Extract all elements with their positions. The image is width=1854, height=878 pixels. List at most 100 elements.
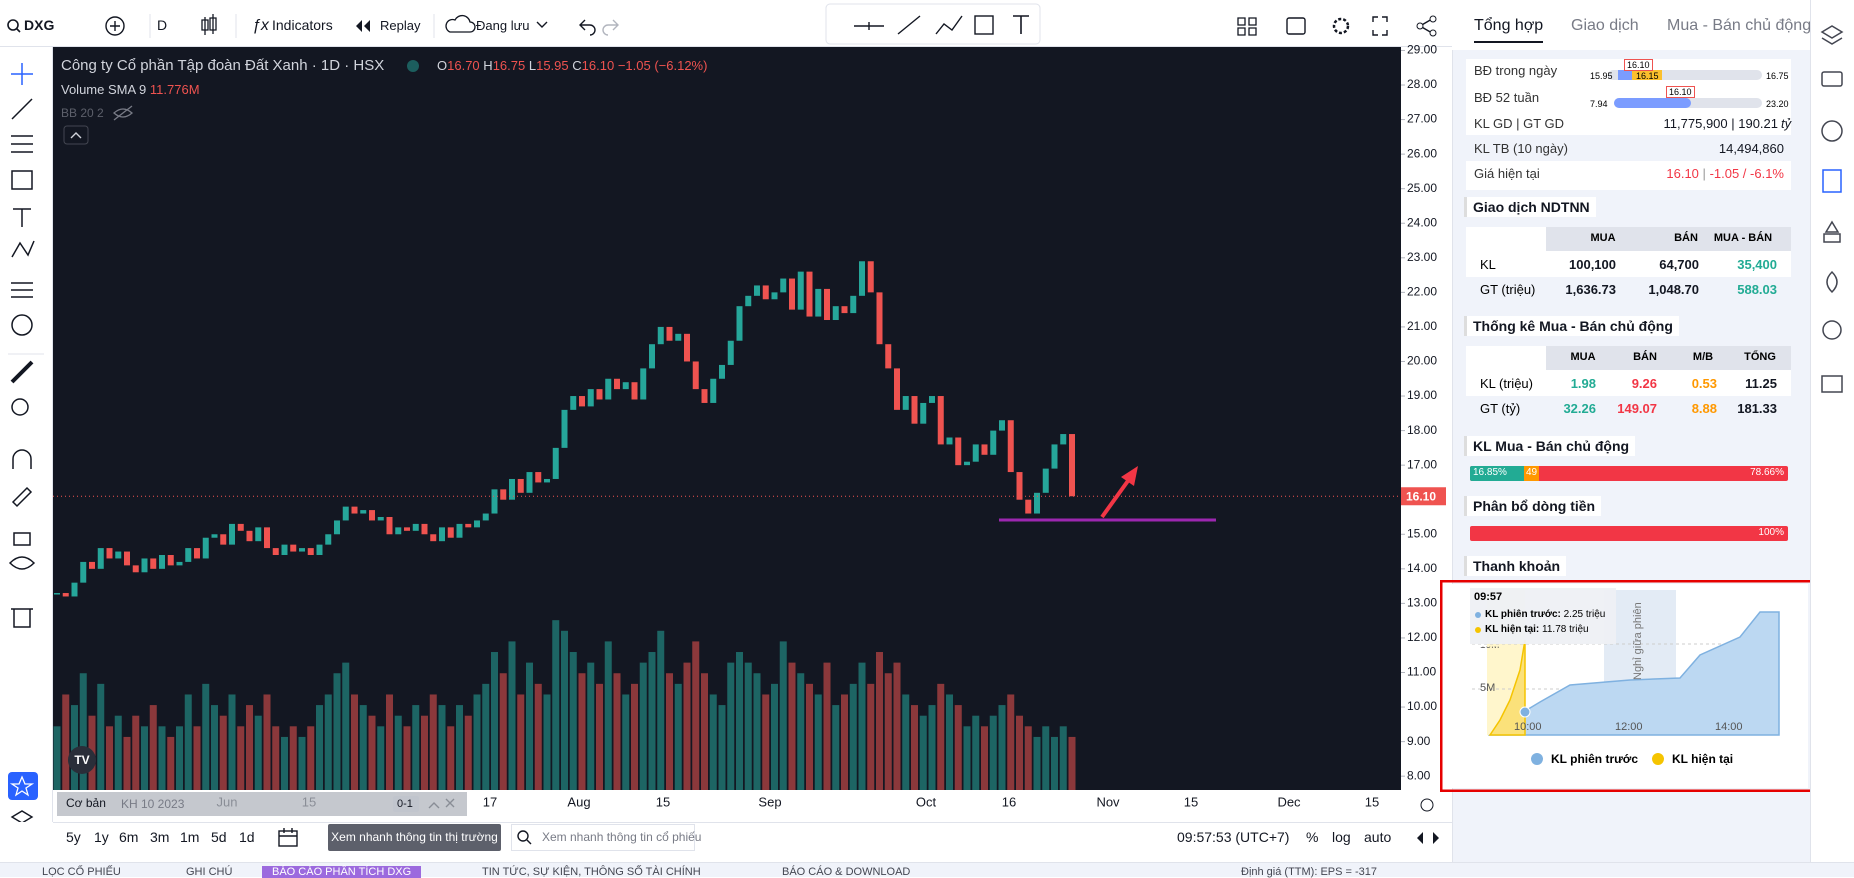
bottom-tab[interactable]: BÁO CÁO & DOWNLOAD [782,866,911,878]
tooltip-prev: KL phiên trước: 2.25 triệu [1485,609,1605,620]
candle [972,444,979,462]
notes-icon[interactable] [1822,169,1842,193]
zoom-tool[interactable] [11,398,29,416]
path-tool[interactable] [935,15,963,35]
candle [404,527,410,531]
range-button[interactable]: 6m [119,829,139,845]
line-tool[interactable] [11,98,33,120]
chat-icon[interactable] [1821,71,1843,87]
save-status[interactable]: Đang lưu [476,18,530,33]
shape-tool[interactable] [11,170,33,190]
ruler-tool[interactable] [10,360,34,384]
legend-prev[interactable]: KL phiên trước [1551,752,1639,766]
text-tool[interactable] [13,208,31,227]
layout-icon[interactable] [1237,17,1257,36]
calendar-icon[interactable] [1821,375,1843,393]
range-button[interactable]: 5y [66,829,81,845]
range-button[interactable]: 1y [94,829,109,845]
bottom-tab[interactable]: LỌC CỔ PHIẾU [42,866,121,878]
tab[interactable]: Giao dịch [1571,17,1639,34]
trash-tool[interactable] [11,608,33,628]
axis-settings[interactable] [1420,798,1434,812]
scroll-arrows[interactable] [1414,828,1442,848]
fire-icon[interactable] [1826,270,1838,294]
trend-tool[interactable] [897,15,921,35]
rect-tool[interactable] [974,15,994,35]
crosshair-tool[interactable] [11,63,33,85]
volume-bar [53,726,61,790]
search-icon[interactable] [7,19,19,31]
lock-draw-tool[interactable] [11,486,33,508]
left-tools [8,63,44,822]
replay-button[interactable]: Replay [380,18,421,33]
dropdown-icon[interactable] [536,21,548,28]
avg-label: KL TB (10 ngày) [1474,141,1568,156]
volume-bar [613,673,621,790]
candle [290,544,297,552]
window-icon[interactable] [1286,17,1306,35]
range-button[interactable]: 5d [211,829,227,845]
settings-icon[interactable] [1332,17,1350,35]
favorites-button[interactable] [8,772,38,800]
arrow-shaft[interactable] [1100,476,1132,519]
magnet-tool[interactable] [12,449,32,469]
legend-cur[interactable]: KL hiện tại [1672,752,1734,766]
search-input[interactable]: Xem nhanh thông tin cổ phiếu [511,824,701,851]
indicators-button[interactable]: Indicators [272,17,333,33]
symbol[interactable]: DXG [24,17,55,33]
volume-bar [368,715,376,790]
candle [544,478,550,483]
bottom-tab[interactable]: TIN TỨC, SỰ KIỆN, THÔNG SỐ TÀI CHÍNH [482,866,701,878]
emoji-tool[interactable] [11,314,33,336]
volume-bar [814,694,822,790]
interval[interactable]: D [157,17,168,33]
tab-active[interactable]: Tổng hợp [1474,17,1544,43]
lock-tool[interactable] [13,532,31,546]
bulb-icon[interactable] [1822,320,1842,340]
candle [535,472,542,483]
auto-toggle[interactable]: auto [1364,829,1392,845]
prediction-tool[interactable] [11,282,33,298]
table-cell: 32.26 [1563,401,1596,416]
range-button[interactable]: 3m [150,829,170,845]
candle [141,558,148,573]
tab[interactable]: Mua - Bán chủ động [1667,17,1812,34]
foreign-title: Giao dịch NDTNN [1464,197,1596,217]
candle [229,523,235,545]
table-cell: 0.53 [1691,376,1717,391]
range-button[interactable]: 1d [239,829,255,845]
shapes-icon[interactable] [1823,220,1841,243]
add-icon[interactable] [105,16,125,36]
calendar-icon[interactable] [276,826,300,850]
watchlist-icon[interactable] [1820,25,1844,45]
fullscreen-icon[interactable] [1372,16,1388,36]
undo-icon[interactable] [579,19,596,36]
percent-toggle[interactable]: % [1306,829,1319,845]
globe-icon[interactable] [1821,120,1843,142]
share-sell-label: 78.66% [1750,467,1784,478]
volume-bar [893,662,901,790]
log-toggle[interactable]: log [1332,829,1351,845]
bottom-tab[interactable]: BÁO CÁO PHÂN TÍCH DXG [262,866,422,878]
volume-bar [972,715,980,790]
candle [80,561,87,583]
bottom-tab[interactable]: Định giá (TTM): EPS = -317 [1241,866,1378,878]
bottom-tab[interactable]: GHI CHÚ [186,866,233,878]
candle-icon[interactable] [201,14,217,35]
layers-icon[interactable] [10,810,34,822]
collapse-button[interactable] [63,125,89,145]
replay-icon[interactable] [356,20,370,32]
range-button[interactable]: 1m [180,829,200,845]
volume-value: 11.776M [149,82,200,97]
fib-tool[interactable] [11,135,33,153]
price-value: 16.10 | -1.05 / -6.1% [1666,166,1784,181]
volume-bar [123,736,131,790]
hline-tool[interactable] [854,22,884,30]
redo-icon[interactable] [602,19,619,36]
text-tool[interactable] [1013,15,1029,34]
market-button[interactable]: Xem nhanh thông tin thị trường [328,824,501,851]
hidden-icon[interactable] [113,105,133,121]
eye-tool[interactable] [8,556,36,570]
pattern-tool[interactable] [11,240,35,258]
overlay-tab[interactable]: Cơ bản [66,796,106,810]
